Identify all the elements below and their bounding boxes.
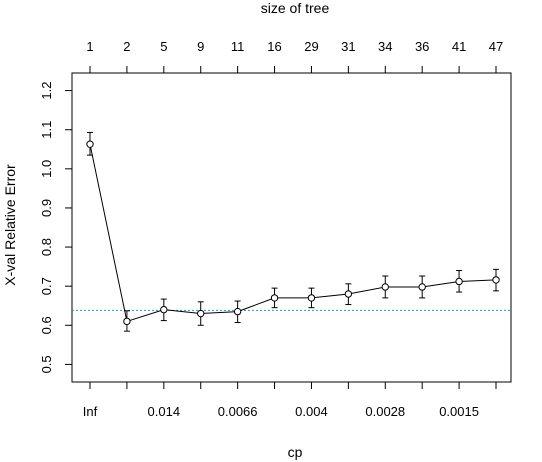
- y-axis-title: X-val Relative Error: [2, 164, 18, 286]
- y-tick-label: 1.1: [39, 121, 54, 139]
- data-point: [123, 317, 131, 326]
- data-points: [86, 140, 500, 326]
- y-tick-label: 0.7: [39, 277, 54, 295]
- bottom-tick-label: 0.0066: [218, 404, 258, 419]
- top-tick-label: 5: [160, 39, 167, 54]
- bottom-tick-label: 0.0015: [439, 404, 479, 419]
- data-point: [86, 140, 94, 148]
- bottom-tick-label: Inf: [83, 404, 98, 419]
- data-point: [492, 276, 500, 284]
- y-axis: 0.5 0.6 0.7 0.8 0.9 1.0 1.1 1.2: [39, 82, 72, 373]
- top-tick-label: 29: [304, 39, 318, 54]
- y-tick-label: 1.2: [39, 82, 54, 100]
- y-tick-label: 0.9: [39, 199, 54, 217]
- data-point: [344, 290, 353, 298]
- y-tick-label: 1.0: [39, 160, 54, 178]
- top-axis-title: size of tree: [261, 0, 330, 16]
- data-point: [197, 309, 205, 318]
- top-tick-label: 31: [341, 39, 355, 54]
- top-tick-label: 34: [378, 39, 392, 54]
- data-point: [233, 307, 242, 316]
- y-tick-label: 0.5: [39, 355, 54, 373]
- x-axis-title: cp: [288, 444, 303, 460]
- error-bars: [87, 131, 499, 332]
- data-point: [455, 277, 463, 286]
- y-tick-label: 0.8: [39, 238, 54, 256]
- top-tick-label: 41: [452, 39, 466, 54]
- data-point: [270, 294, 279, 302]
- bottom-tick-label: 0.004: [295, 404, 328, 419]
- bottom-axis: Inf 0.014 0.0066 0.004 0.0028 0.0015: [83, 382, 497, 419]
- top-tick-label: 36: [415, 39, 429, 54]
- top-tick-label: 11: [231, 39, 245, 54]
- plot-frame: [71, 72, 512, 383]
- bottom-tick-label: 0.0028: [365, 404, 405, 419]
- top-tick-label: 47: [489, 39, 503, 54]
- data-point: [381, 283, 389, 291]
- top-tick-label: 2: [123, 39, 130, 54]
- top-tick-label: 9: [197, 39, 204, 54]
- y-tick-label: 0.6: [39, 316, 54, 334]
- data-point: [307, 294, 316, 302]
- top-tick-label: 1: [86, 39, 93, 54]
- series-line: [89, 144, 497, 323]
- bottom-tick-label: 0.014: [148, 404, 181, 419]
- top-axis: 1 2 5 9 11 16 29 31 34 36 41 47: [86, 39, 503, 73]
- data-point: [418, 283, 426, 291]
- top-tick-label: 16: [267, 39, 281, 54]
- data-point: [160, 305, 168, 314]
